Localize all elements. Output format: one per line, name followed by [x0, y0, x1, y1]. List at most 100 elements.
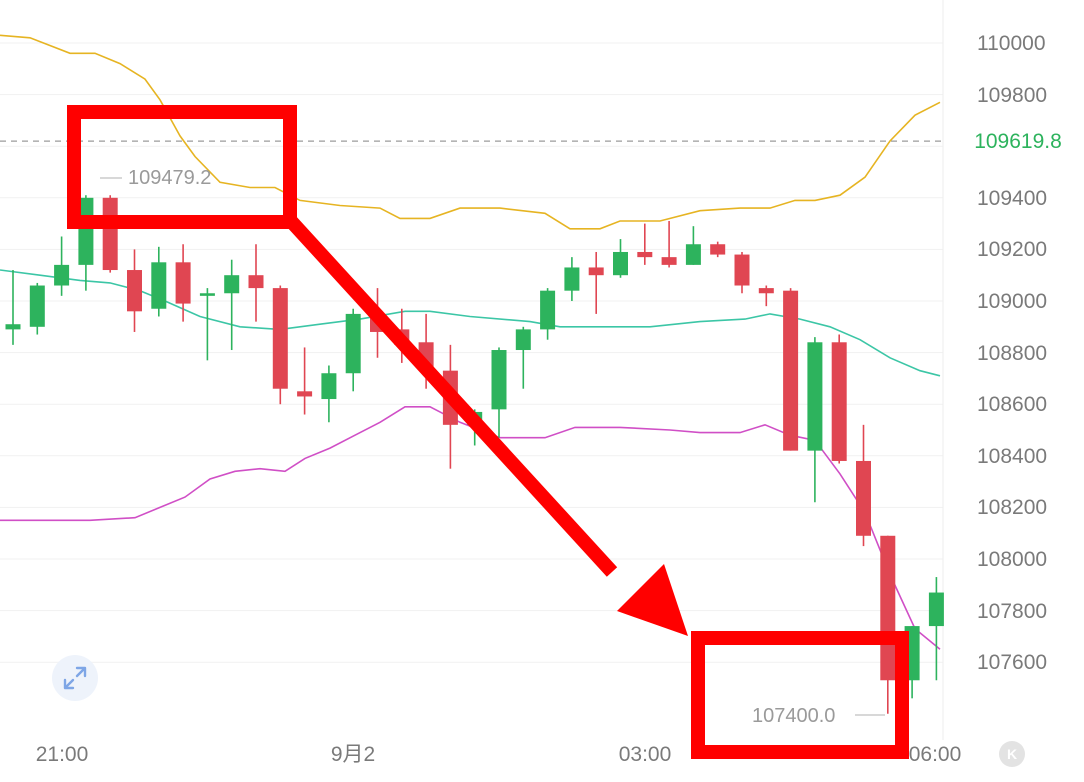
candle-body: [831, 342, 847, 461]
candle-body: [734, 254, 750, 286]
x-tick-label: 06:00: [908, 743, 962, 766]
candle-body: [345, 313, 361, 374]
candle: [758, 285, 774, 307]
candle: [29, 282, 45, 335]
y-tick-label: 108000: [977, 548, 1048, 571]
candle: [321, 365, 337, 423]
candle-body: [248, 275, 264, 289]
candle-body: [540, 290, 556, 330]
candle-body: [321, 373, 337, 400]
candle-body: [710, 244, 726, 255]
candle-body: [29, 285, 45, 327]
bollinger-bands: [0, 34, 941, 650]
candle: [515, 326, 531, 389]
candle-body: [175, 262, 191, 304]
candle: [710, 241, 726, 258]
candle-body: [928, 592, 944, 627]
y-tick-label: 107800: [977, 599, 1048, 623]
y-tick-label: 109200: [977, 238, 1048, 262]
k-icon-button[interactable]: K: [999, 741, 1025, 767]
candle: [783, 288, 799, 451]
candle-body: [613, 251, 628, 276]
candle: [248, 244, 264, 322]
candle: [661, 221, 677, 268]
candle-body: [758, 288, 774, 294]
candle-body: [807, 342, 823, 451]
lower-band-line: [0, 406, 941, 650]
candle: [588, 251, 604, 314]
arrow-shaft: [284, 215, 618, 577]
high-annotation-label: 109479.2: [128, 167, 212, 189]
candle: [5, 270, 21, 345]
candle-body: [102, 197, 118, 271]
candle-body: [685, 244, 701, 265]
candle-body: [564, 267, 580, 291]
candle: [297, 347, 313, 415]
candle: [856, 424, 871, 547]
candle: [151, 246, 167, 317]
y-tick-label: 108200: [977, 496, 1048, 520]
candle-body: [54, 264, 70, 286]
candle: [685, 226, 701, 265]
y-tick-label: 108600: [977, 393, 1048, 417]
candle-body: [491, 350, 507, 410]
y-tick-label: 108800: [977, 341, 1048, 365]
candle-body: [78, 197, 94, 265]
candle: [78, 195, 94, 291]
candle-body: [5, 324, 21, 330]
grid-lines: [0, 42, 943, 663]
candle: [491, 347, 507, 438]
candle: [807, 337, 823, 503]
y-tick-label: 109800: [977, 83, 1048, 107]
arrow-head: [617, 564, 688, 636]
candle: [613, 239, 628, 278]
candle: [199, 288, 215, 361]
candle: [272, 285, 288, 405]
candle-body: [637, 251, 653, 258]
candle: [175, 244, 191, 322]
candle: [127, 249, 142, 332]
highlight-annotations: [67, 105, 909, 759]
candle-body: [199, 293, 215, 296]
candle-body: [588, 267, 604, 276]
candle-body: [272, 288, 288, 389]
expand-icon: [63, 666, 87, 690]
candle-body: [151, 262, 167, 309]
x-tick-label: 9月2: [330, 743, 376, 766]
candle: [880, 535, 896, 714]
low-annotation-label: 107400.0: [752, 705, 836, 727]
candle: [564, 257, 580, 301]
high-highlight-box: [67, 105, 297, 229]
candle-body: [515, 329, 531, 351]
candle-body: [880, 535, 896, 681]
middle-band-line: [0, 269, 941, 377]
candle: [102, 195, 118, 273]
candle: [734, 251, 750, 294]
expand-button[interactable]: [52, 655, 98, 701]
y-tick-label: 109000: [977, 290, 1048, 313]
low-highlight-box: [691, 631, 909, 759]
candle: [928, 577, 944, 681]
candle-body: [224, 275, 240, 294]
y-tick-label: 110000: [977, 32, 1046, 55]
candle-body: [783, 290, 799, 451]
candle: [540, 288, 556, 340]
candle: [54, 236, 70, 296]
candle: [224, 259, 240, 351]
candle-body: [661, 257, 677, 265]
x-tick-label: 21:00: [35, 743, 89, 766]
y-tick-label: 109400: [977, 186, 1048, 210]
x-tick-label: 03:00: [618, 743, 672, 766]
candle: [345, 308, 361, 392]
current-price-label: 109619.8: [952, 127, 1084, 157]
y-tick-label: 107600: [977, 651, 1048, 675]
candle-body: [856, 460, 871, 536]
candle: [637, 223, 653, 265]
y-tick-label: 108400: [977, 444, 1048, 468]
candle-body: [297, 391, 313, 397]
candle: [831, 334, 847, 464]
candle-body: [127, 270, 142, 312]
upper-band-line: [0, 34, 941, 230]
